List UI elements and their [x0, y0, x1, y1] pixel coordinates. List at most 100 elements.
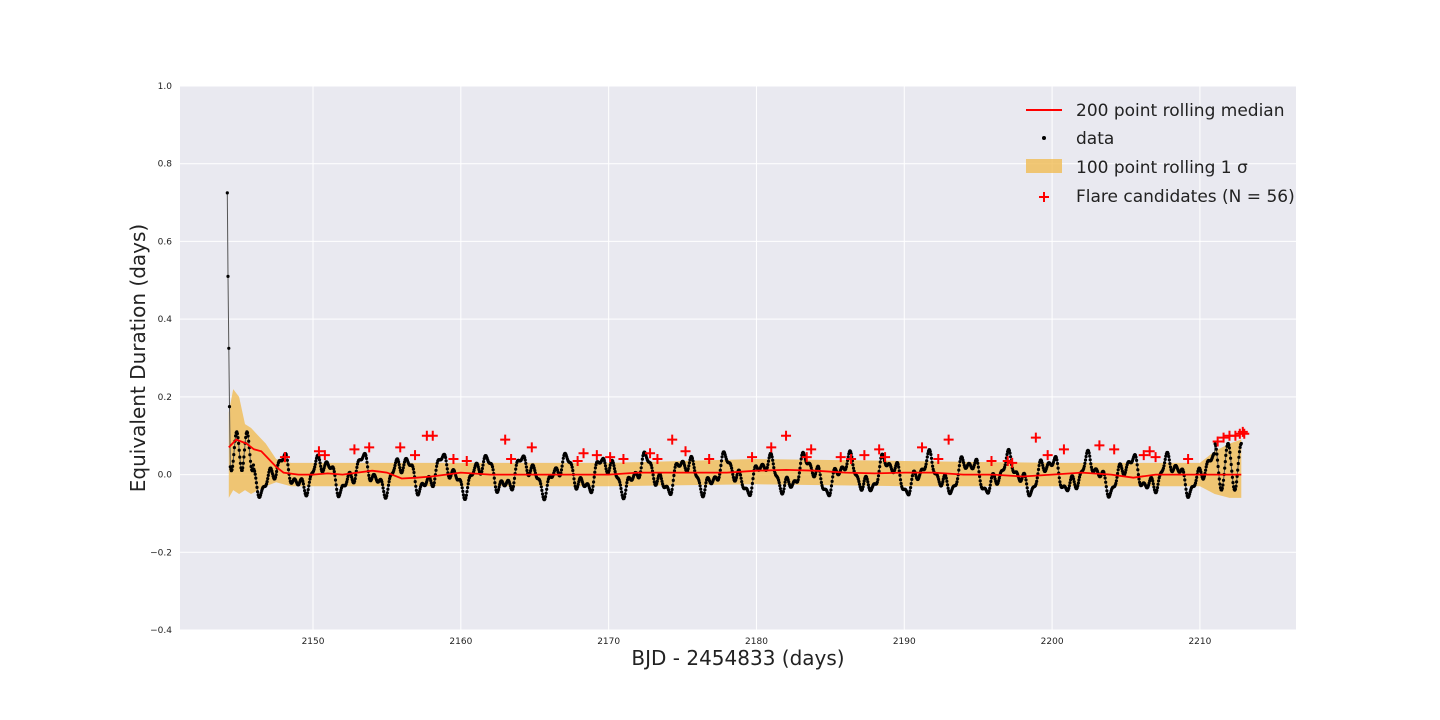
data-point: [1229, 462, 1233, 467]
data-point: [1236, 461, 1240, 466]
data-point: [1185, 491, 1189, 495]
data-point: [717, 475, 721, 479]
flare-marker: [781, 430, 792, 441]
data-point: [1167, 458, 1171, 462]
data-point: [1082, 464, 1086, 468]
y-tick-label: 0.2: [158, 393, 172, 403]
data-point: [813, 472, 818, 476]
data-point: [671, 478, 675, 482]
flare-marker: [766, 442, 777, 453]
data-point: [274, 473, 278, 477]
data-point: [829, 488, 833, 492]
flare-marker: [349, 444, 360, 455]
data-point: [1089, 462, 1093, 466]
data-point: [1069, 478, 1073, 482]
data-point: [434, 468, 438, 472]
data-point: [1230, 475, 1234, 479]
data-point: [266, 477, 270, 481]
data-point: [623, 492, 627, 496]
flare-marker: [1237, 426, 1248, 437]
data-point: [607, 469, 611, 473]
data-point: [1224, 453, 1228, 457]
data-point: [1234, 484, 1238, 488]
data-point: [1025, 486, 1029, 490]
data-point: [1072, 477, 1076, 481]
data-point: [593, 470, 597, 474]
data-point: [561, 460, 565, 464]
data-point: [624, 488, 628, 492]
data-point: [693, 469, 697, 473]
data-point: [671, 483, 675, 487]
data-point: [493, 485, 498, 489]
legend-flare-swatch: [1039, 192, 1049, 202]
data-point: [655, 479, 659, 483]
flare-marker: [578, 448, 589, 459]
data-point: [511, 487, 515, 491]
data-point: [797, 475, 801, 479]
data-point: [898, 473, 902, 477]
data-point: [539, 482, 543, 486]
data-point: [301, 482, 305, 486]
data-point: [1067, 484, 1071, 488]
data-point: [1166, 452, 1170, 456]
data-point: [846, 455, 850, 459]
data-point: [227, 346, 231, 350]
data-point: [910, 477, 914, 481]
data-point: [1105, 489, 1109, 493]
data-point: [561, 456, 565, 460]
data-point: [459, 480, 463, 484]
data-point: [226, 274, 230, 278]
data-point: [1124, 468, 1128, 472]
data-point: [1035, 479, 1039, 483]
data-point: [1163, 461, 1167, 465]
data-point: [286, 463, 290, 467]
flare-marker: [835, 452, 846, 463]
data-point: [766, 463, 770, 467]
flare-marker: [1007, 457, 1018, 468]
data-point: [345, 477, 349, 481]
data-point: [467, 478, 471, 482]
data-point: [591, 484, 595, 488]
data-point: [480, 469, 484, 474]
data-point: [830, 479, 834, 483]
data-point: [1156, 482, 1160, 486]
data-point: [734, 476, 739, 480]
data-point: [659, 474, 663, 478]
data-point: [1227, 446, 1231, 450]
flare-marker: [667, 434, 678, 445]
data-point: [851, 463, 855, 467]
data-point: [929, 452, 933, 457]
data-point: [387, 480, 391, 484]
data-point: [264, 482, 269, 486]
data-point: [560, 464, 564, 468]
data-point: [1123, 470, 1127, 475]
data-point: [512, 481, 516, 485]
flare-marker: [1058, 444, 1069, 455]
data-point: [380, 483, 385, 487]
data-point: [1114, 479, 1118, 483]
data-point: [844, 465, 849, 469]
data-point: [978, 479, 982, 483]
data-point: [988, 486, 992, 490]
data-point: [1221, 478, 1226, 482]
data-point: [571, 468, 575, 473]
data-point: [445, 463, 449, 467]
data-point: [1034, 482, 1038, 486]
flare-marker: [801, 452, 812, 463]
data-point: [1151, 479, 1155, 483]
legend-median-label: 200 point rolling median: [1076, 101, 1285, 121]
data-point: [333, 478, 338, 482]
x-tick-label: 2210: [1188, 637, 1211, 647]
data-point: [491, 468, 495, 472]
data-point: [255, 485, 259, 489]
data-point: [782, 487, 786, 491]
data-point: [687, 464, 691, 468]
data-point: [924, 462, 928, 466]
data-point: [238, 455, 242, 459]
flare-marker: [591, 450, 602, 461]
data-point: [699, 487, 703, 491]
data-point: [367, 473, 371, 477]
data-point: [267, 470, 271, 474]
data-point: [238, 461, 242, 465]
